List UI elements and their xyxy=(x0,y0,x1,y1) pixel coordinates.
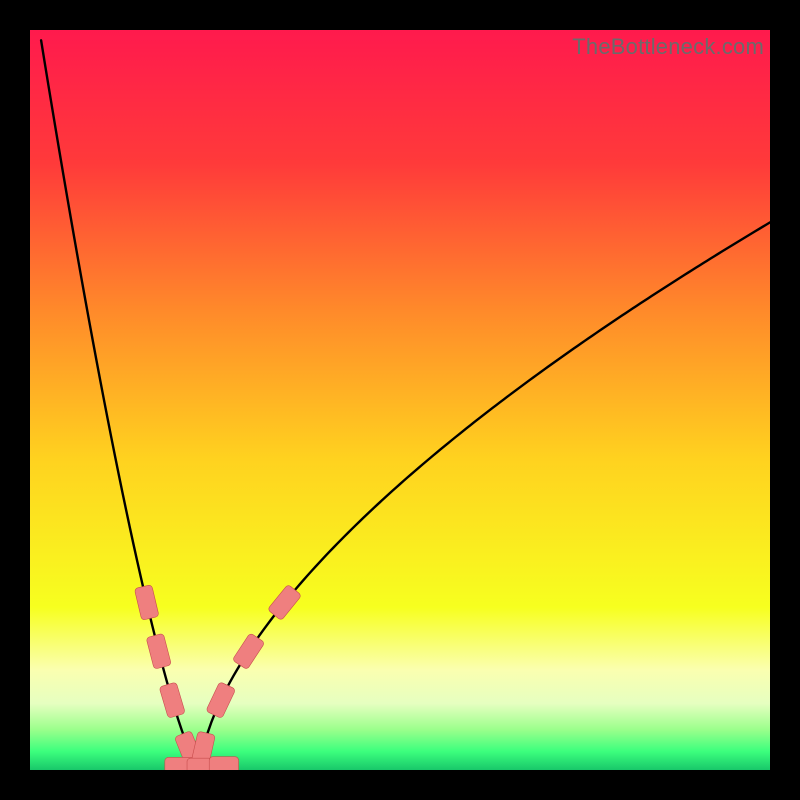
chart-frame: TheBottleneck.com xyxy=(0,0,800,800)
chart-canvas xyxy=(30,30,770,770)
watermark-text: TheBottleneck.com xyxy=(572,34,764,60)
